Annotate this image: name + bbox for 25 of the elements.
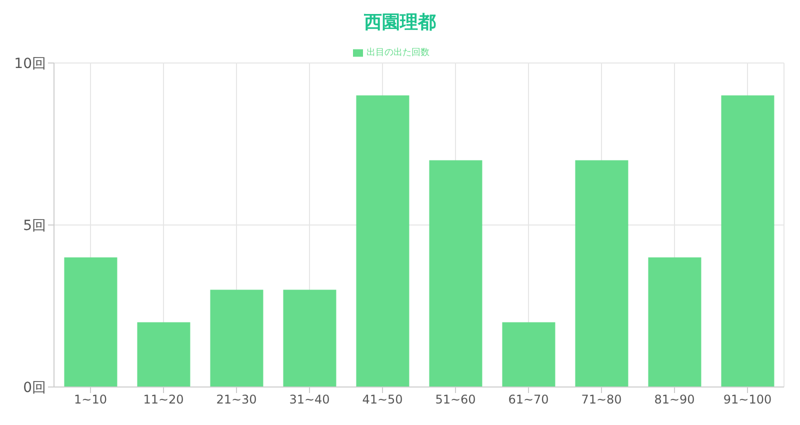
y-tick-label: 5回 [23,218,46,234]
bar [64,257,118,387]
x-tick-label: 91~100 [723,392,772,407]
x-tick-label: 21~30 [216,392,257,407]
bar [210,290,264,387]
bar [648,257,702,387]
x-tick-label: 31~40 [289,392,330,407]
y-tick-label: 0回 [23,380,46,396]
x-tick-label: 51~60 [435,392,476,407]
x-tick-label: 71~80 [581,392,622,407]
bar [429,160,482,387]
legend-label: 出目の出た回数 [366,48,430,58]
x-tick-label: 1~10 [74,392,107,407]
x-tick-label: 81~90 [654,392,695,407]
y-tick-label: 10回 [14,56,46,72]
bar [137,322,190,387]
x-tick-label: 11~20 [143,392,184,407]
bar [283,290,336,387]
x-tick-label: 41~50 [362,392,403,407]
bar [721,95,774,387]
bar [502,322,556,387]
bar [575,160,628,387]
x-tick-label: 61~70 [508,392,549,407]
chart-title: 西園理都 [363,11,437,35]
bar [356,95,410,387]
